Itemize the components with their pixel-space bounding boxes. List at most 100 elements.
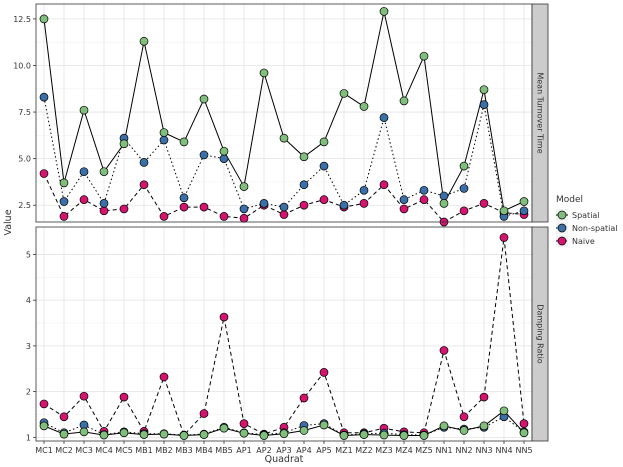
x-tick-label: AP1: [236, 446, 251, 455]
x-tick-label: MB4: [195, 446, 212, 455]
data-point: [159, 128, 169, 137]
data-point: [79, 427, 89, 437]
facet-strip-label: Damping Ratio: [536, 304, 545, 363]
data-point: [479, 392, 489, 402]
data-point: [219, 423, 229, 433]
data-point: [499, 233, 509, 242]
data-point: [59, 178, 69, 188]
data-point: [139, 430, 149, 439]
data-point: [519, 428, 529, 438]
data-point: [459, 426, 469, 435]
x-tick-label: AP3: [276, 446, 291, 455]
data-point: [279, 210, 289, 219]
y-tick-label: 12.5: [13, 15, 31, 24]
data-point: [239, 204, 249, 214]
data-point: [59, 412, 69, 422]
data-point: [519, 419, 529, 428]
data-point: [319, 420, 329, 430]
data-point: [379, 180, 389, 190]
data-point: [419, 185, 429, 195]
data-point: [479, 100, 489, 109]
y-tick-label: 4: [26, 296, 31, 305]
data-point: [479, 421, 489, 431]
data-point: [59, 429, 69, 439]
data-point: [119, 428, 129, 438]
legend-title: Model: [556, 195, 583, 205]
data-point: [419, 51, 429, 61]
data-point: [299, 152, 309, 162]
x-tick-label: AP5: [316, 446, 331, 455]
x-tick-label: NN1: [435, 446, 452, 455]
data-point: [439, 191, 449, 201]
data-point: [519, 206, 529, 216]
data-point: [319, 195, 329, 204]
data-point: [379, 7, 389, 16]
data-point: [39, 169, 49, 178]
data-point: [299, 200, 309, 210]
data-point: [219, 312, 229, 322]
data-point: [39, 92, 49, 102]
data-point: [299, 426, 309, 435]
data-point: [259, 199, 269, 208]
data-point: [139, 158, 149, 167]
data-point: [479, 85, 489, 95]
data-point: [39, 421, 49, 431]
x-tick-label: MZ4: [395, 446, 412, 455]
data-point: [159, 135, 169, 145]
data-point: [299, 393, 309, 403]
data-point: [239, 213, 249, 223]
x-tick-label: AP4: [296, 446, 311, 455]
data-point: [79, 391, 89, 401]
data-point: [339, 89, 349, 98]
data-point: [159, 212, 169, 221]
data-point: [79, 167, 89, 177]
data-point: [439, 421, 449, 431]
data-point: [359, 199, 369, 208]
data-point: [319, 368, 329, 377]
x-tick-label: NN5: [515, 446, 532, 455]
data-point: [219, 154, 229, 163]
data-point: [139, 180, 149, 190]
data-point: [279, 429, 289, 439]
data-point: [99, 167, 109, 177]
data-point: [79, 195, 89, 204]
y-tick-label: 2.5: [18, 201, 31, 210]
data-point: [219, 146, 229, 156]
data-point: [219, 212, 229, 221]
y-tick-label: 10.0: [13, 61, 31, 70]
y-axis-title: Value: [3, 209, 14, 235]
data-point: [39, 399, 49, 409]
data-point: [259, 431, 269, 440]
data-point: [279, 202, 289, 212]
data-point: [159, 372, 169, 382]
data-point: [399, 204, 409, 214]
data-point: [279, 133, 289, 143]
legend-label: Non-spatial: [572, 224, 617, 233]
data-point: [139, 36, 149, 46]
data-point: [299, 180, 309, 190]
x-tick-label: MB3: [175, 446, 192, 455]
data-point: [439, 346, 449, 355]
data-point: [399, 195, 409, 204]
data-point: [199, 409, 209, 418]
x-tick-label: MZ5: [415, 446, 432, 455]
data-point: [319, 137, 329, 147]
data-point: [179, 193, 189, 203]
data-point: [499, 206, 509, 216]
data-point: [239, 419, 249, 428]
data-point: [259, 68, 269, 78]
data-point: [519, 197, 529, 206]
data-point: [379, 113, 389, 123]
data-point: [239, 182, 249, 191]
data-point: [439, 199, 449, 208]
data-point: [379, 430, 389, 440]
facet-strip-label: Mean Turnover Time: [536, 72, 545, 153]
x-tick-label: MB2: [155, 446, 172, 455]
data-point: [419, 431, 429, 440]
x-tick-label: MC5: [115, 446, 133, 455]
data-point: [79, 105, 89, 115]
y-tick-label: 5: [26, 250, 31, 259]
data-point: [459, 412, 469, 422]
x-tick-label: MC4: [95, 446, 113, 455]
x-axis-title: Quadrat: [265, 454, 304, 465]
